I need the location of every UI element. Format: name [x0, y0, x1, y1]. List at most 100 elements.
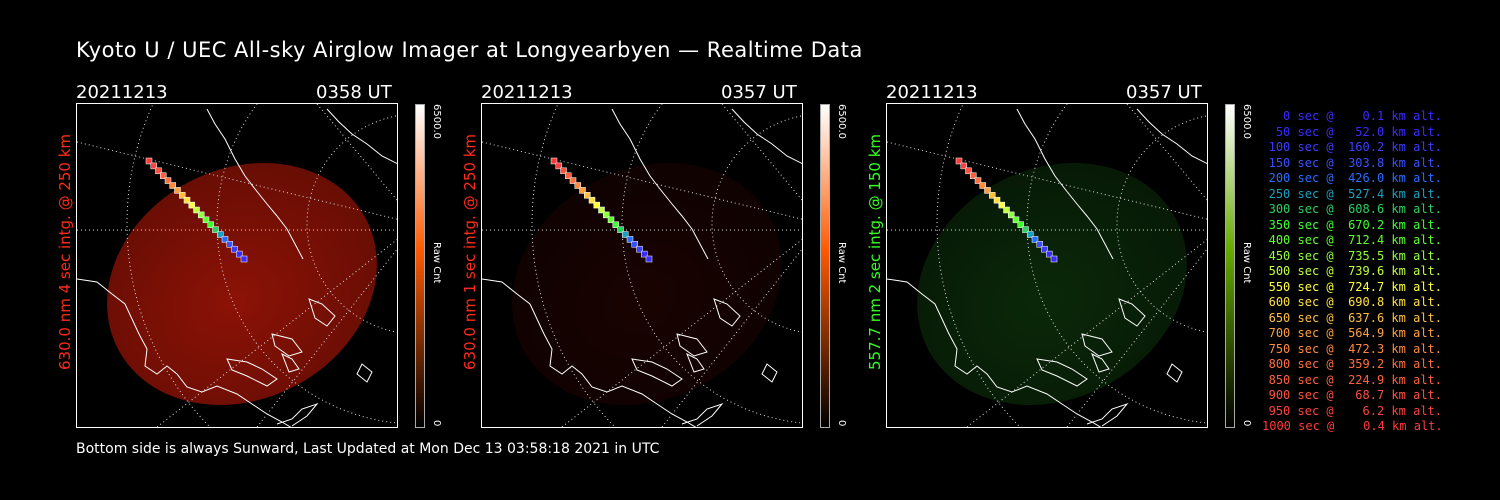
panel-2-date: 20211213	[481, 82, 573, 103]
legend-row: 250 sec @ 527.4 km alt.	[1268, 186, 1442, 201]
legend-row: 950 sec @ 6.2 km alt.	[1268, 403, 1442, 418]
panel-3-colorbar	[1225, 104, 1235, 428]
trajectory-marker	[221, 236, 229, 243]
panel-1-colorbar-max: 6500.0	[431, 104, 442, 139]
trajectory-marker	[607, 216, 615, 224]
legend-row: 500 sec @ 739.6 km alt.	[1268, 264, 1442, 278]
coordinate-grid	[482, 104, 802, 427]
trajectory-track	[955, 157, 1058, 263]
altitude-legend: 0 sec @ 0.1 km alt. 50 sec @ 52.0 km alt.…	[1262, 109, 1443, 435]
legend-row: 750 sec @ 472.3 km alt.	[1268, 341, 1442, 356]
trajectory-marker	[145, 157, 153, 165]
trajectory-marker	[636, 245, 643, 253]
trajectory-marker	[989, 192, 996, 199]
trajectory-marker	[641, 250, 648, 258]
trajectory-marker	[555, 162, 562, 170]
panel-2-colorbar-max: 6500.0	[836, 104, 847, 139]
trajectory-marker	[188, 201, 195, 209]
trajectory-marker	[993, 196, 1001, 204]
trajectory-marker	[226, 241, 233, 248]
trajectory-marker	[979, 182, 986, 189]
panel-2-colorbar-min: 0	[836, 420, 847, 427]
coordinate-grid	[77, 104, 397, 427]
trajectory-marker	[1012, 216, 1020, 224]
trajectory-marker	[174, 187, 181, 194]
trajectory-marker	[631, 241, 638, 248]
trajectory-marker	[612, 221, 619, 228]
panel-1-image	[76, 103, 398, 428]
trajectory-marker	[1041, 245, 1048, 253]
trajectory-marker	[1046, 250, 1053, 258]
trajectory-marker	[998, 201, 1005, 209]
trajectory-marker	[1036, 241, 1043, 248]
legend-row: 600 sec @ 690.8 km alt.	[1268, 295, 1442, 309]
coastline-map	[482, 108, 802, 427]
panel-2-image	[481, 103, 803, 428]
trajectory-track	[550, 157, 653, 263]
legend-row: 50 sec @ 52.0 km alt.	[1275, 124, 1442, 139]
trajectory-marker	[150, 162, 157, 170]
legend-row: 650 sec @ 637.6 km alt.	[1268, 310, 1442, 325]
panel-1-colorbar	[415, 104, 425, 428]
trajectory-marker	[584, 192, 591, 199]
airglow-image	[512, 163, 782, 405]
trajectory-marker	[1003, 206, 1010, 214]
coordinate-grid	[887, 104, 1207, 427]
trajectory-marker	[202, 216, 210, 224]
trajectory-marker	[960, 162, 967, 170]
trajectory-marker	[155, 167, 162, 175]
panel-3-colorbar-min: 0	[1241, 420, 1252, 427]
trajectory-marker	[588, 196, 596, 204]
panel-3-colorbar-unit: Raw Cnt	[1241, 242, 1252, 284]
trajectory-marker	[550, 157, 558, 165]
trajectory-marker	[231, 245, 238, 253]
trajectory-marker	[179, 192, 186, 199]
trajectory-marker	[965, 167, 972, 175]
panel-1-colorbar-min: 0	[431, 420, 442, 427]
trajectory-marker	[1050, 255, 1058, 263]
trajectory-marker	[1027, 231, 1034, 238]
legend-row: 200 sec @ 426.0 km alt.	[1268, 171, 1442, 185]
trajectory-marker	[217, 231, 224, 238]
trajectory-marker	[617, 226, 624, 233]
legend-row: 300 sec @ 608.6 km alt.	[1268, 202, 1442, 216]
trajectory-marker	[603, 211, 610, 219]
legend-row: 800 sec @ 359.2 km alt.	[1268, 357, 1442, 371]
legend-row: 100 sec @ 160.2 km alt.	[1268, 140, 1442, 154]
trajectory-marker	[1008, 211, 1015, 219]
legend-row: 450 sec @ 735.5 km alt.	[1268, 248, 1442, 263]
trajectory-marker	[160, 172, 167, 179]
legend-row: 1000 sec @ 0.4 km alt.	[1262, 419, 1443, 433]
trajectory-marker	[183, 196, 191, 204]
trajectory-marker	[622, 231, 629, 238]
page-title: Kyoto U / UEC All-sky Airglow Imager at …	[76, 38, 863, 62]
panel-2-colorbar-unit: Raw Cnt	[836, 242, 847, 284]
trajectory-marker	[626, 236, 634, 243]
trajectory-track	[145, 157, 248, 263]
trajectory-marker	[598, 206, 605, 214]
legend-row: 400 sec @ 712.4 km alt.	[1268, 233, 1442, 247]
airglow-image	[917, 163, 1187, 405]
coastline-map	[77, 108, 397, 427]
trajectory-marker	[574, 182, 581, 189]
legend-row: 900 sec @ 68.7 km alt.	[1268, 388, 1442, 402]
trajectory-marker	[164, 177, 172, 184]
legend-row: 700 sec @ 564.9 km alt.	[1268, 326, 1442, 340]
panel-3-side-label: 557.7 nm 2 sec intg. @ 150 km	[866, 133, 884, 370]
trajectory-marker	[1022, 226, 1029, 233]
trajectory-marker	[240, 255, 248, 263]
trajectory-marker	[955, 157, 963, 165]
trajectory-marker	[236, 250, 243, 258]
trajectory-marker	[974, 177, 982, 184]
panel-2-side-label: 630.0 nm 1 sec intg. @ 250 km	[461, 133, 479, 370]
panel-1-colorbar-unit: Raw Cnt	[431, 242, 442, 284]
trajectory-marker	[569, 177, 577, 184]
trajectory-marker	[198, 211, 205, 219]
trajectory-marker	[193, 206, 200, 214]
trajectory-marker	[560, 167, 567, 175]
panel-3-time: 0357 UT	[1126, 82, 1202, 103]
panel-3-date: 20211213	[886, 82, 978, 103]
panel-3-image	[886, 103, 1208, 428]
trajectory-marker	[1031, 236, 1039, 243]
